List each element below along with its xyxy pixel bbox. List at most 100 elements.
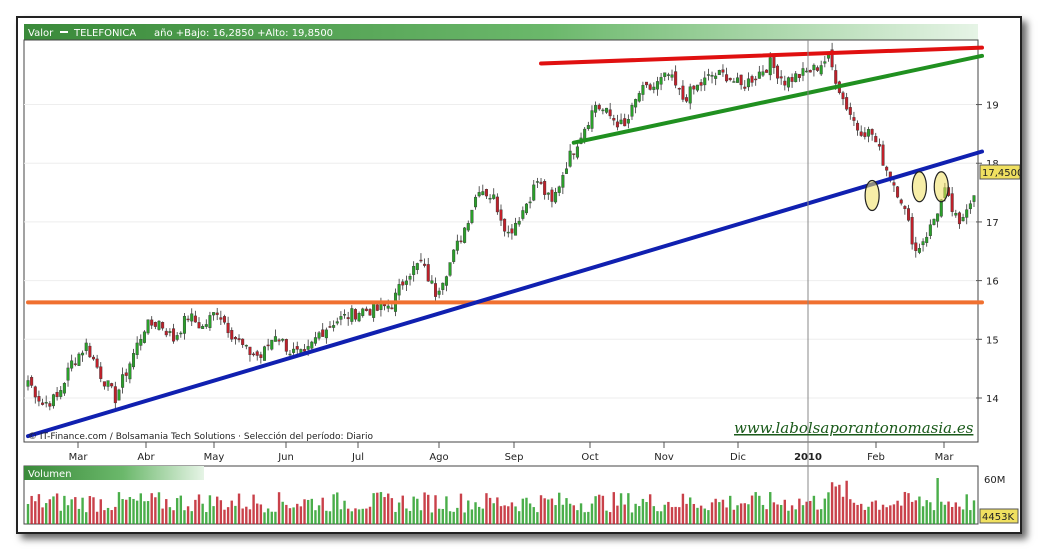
price-plot-area <box>23 39 979 443</box>
volume-bar <box>143 501 146 524</box>
volume-bar <box>932 510 936 524</box>
x-tick-label: May <box>204 452 225 463</box>
volume-bar <box>343 500 346 524</box>
volume-bar <box>568 503 572 524</box>
candle-body <box>426 264 430 282</box>
volume-bar <box>721 499 725 524</box>
candle-body <box>907 208 911 221</box>
candle-body <box>430 280 434 284</box>
watermark-link[interactable]: www.labolsaporantonomasia.es <box>734 419 974 437</box>
candle-body <box>968 203 972 210</box>
candle-body <box>561 175 565 188</box>
volume-bar <box>889 505 892 524</box>
candle-body <box>626 119 630 124</box>
volume-bar <box>819 509 823 524</box>
volume-bar <box>761 504 765 524</box>
candle-body <box>641 85 645 95</box>
candle-body <box>208 315 212 328</box>
candle-body <box>903 206 907 209</box>
volume-bar <box>208 495 212 524</box>
volume-bar <box>263 512 266 524</box>
candles <box>26 42 976 411</box>
candle-body <box>961 216 965 222</box>
candle-body <box>564 168 568 174</box>
candle-body <box>357 313 361 322</box>
candle-body <box>153 322 157 327</box>
volume-bar <box>554 505 557 524</box>
candle-body <box>459 240 463 243</box>
candle-body <box>819 65 823 75</box>
volume-bar <box>92 497 95 524</box>
candle-body <box>754 78 758 81</box>
header-range: año +Bajo: 16,2850 +Alto: 19,8500 <box>154 28 333 39</box>
volume-bar <box>88 496 92 524</box>
volume-bar <box>383 497 386 524</box>
candle-body <box>266 344 270 347</box>
candle-body <box>936 213 940 222</box>
candle-body <box>215 312 219 315</box>
volume-bar <box>656 511 659 524</box>
volume-bar <box>394 511 397 524</box>
candle-body <box>492 194 496 199</box>
volume-bar <box>892 504 896 524</box>
candle-body <box>81 352 85 356</box>
candle-body <box>554 192 558 203</box>
volume-bar <box>161 508 164 524</box>
candle-body <box>666 74 670 76</box>
x-axis-ticks: Mar Abr May Jun Jul Ago Sep Oct Nov Dic 2010 Feb Mar <box>69 442 954 463</box>
candle-body <box>830 49 834 68</box>
candle-body <box>921 241 925 246</box>
volume-bar <box>408 510 412 524</box>
volume-bar <box>794 509 797 524</box>
header-ticker: TELEFONICA <box>73 28 136 39</box>
highlight-oval <box>911 171 928 203</box>
volume-bar <box>616 505 619 524</box>
volume-bar <box>441 508 444 524</box>
volume-bar <box>514 506 517 524</box>
candle-body <box>99 366 103 379</box>
volume-bar <box>328 511 332 524</box>
candle-body <box>415 263 419 270</box>
y-tick-label: 15 <box>986 335 999 346</box>
chart-frame: Valor TELEFONICA año +Bajo: 16,2850 +Alt… <box>16 16 1022 534</box>
candle-body <box>630 104 634 117</box>
candle-body <box>423 263 427 266</box>
volume-bar <box>507 506 510 524</box>
volume-bar <box>969 510 972 524</box>
volume-bar <box>783 499 786 524</box>
volume-bar <box>667 501 670 524</box>
candle-body <box>652 86 656 90</box>
candle-body <box>132 353 136 368</box>
candle-body <box>26 380 30 387</box>
volume-bar <box>736 505 739 524</box>
highlight-ovals <box>864 171 949 212</box>
candle-body <box>292 348 296 353</box>
volume-bar <box>561 504 565 524</box>
candle-body <box>583 128 587 140</box>
volume-bar <box>670 507 674 524</box>
candle-body <box>928 224 932 236</box>
candle-body <box>910 217 914 245</box>
candle-body <box>670 74 674 78</box>
volume-bar <box>30 495 33 524</box>
volume-bar <box>270 511 273 524</box>
volume-bar <box>823 498 827 524</box>
candle-body <box>252 353 256 356</box>
volume-bar <box>248 509 252 524</box>
channel-line <box>571 53 984 145</box>
volume-bar <box>827 492 830 524</box>
candle-body <box>277 339 281 342</box>
candle-body <box>783 80 787 86</box>
volume-bar <box>190 511 193 524</box>
volume-bar <box>798 498 801 524</box>
volume-bar <box>481 508 485 524</box>
uptrend-line <box>26 149 984 439</box>
candle-body <box>350 308 354 322</box>
candle-body <box>190 313 194 322</box>
candle-body <box>812 64 816 71</box>
volume-bar <box>234 505 237 524</box>
volume-bar <box>452 511 455 524</box>
volume-bar <box>539 495 543 524</box>
volume-bar <box>521 498 525 524</box>
candle-body <box>193 315 197 323</box>
